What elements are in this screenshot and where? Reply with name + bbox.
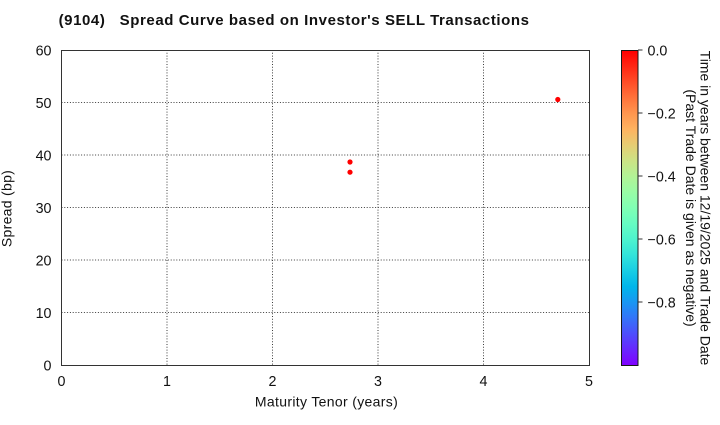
svg-text:Maturity Tenor (years): Maturity Tenor (years) xyxy=(255,394,398,410)
svg-text:10: 10 xyxy=(36,306,52,322)
svg-text:2: 2 xyxy=(269,374,277,390)
svg-text:50: 50 xyxy=(36,96,52,112)
svg-text:−0.2: −0.2 xyxy=(648,107,676,123)
svg-text:−0.4: −0.4 xyxy=(648,170,676,186)
svg-text:0.0: 0.0 xyxy=(648,44,668,60)
svg-text:5: 5 xyxy=(585,374,593,390)
svg-text:−0.6: −0.6 xyxy=(648,233,676,249)
svg-text:Spread (bp): Spread (bp) xyxy=(0,170,15,247)
svg-text:1: 1 xyxy=(163,374,171,390)
svg-text:0: 0 xyxy=(58,374,66,390)
svg-text:−0.8: −0.8 xyxy=(648,296,676,312)
svg-text:40: 40 xyxy=(36,149,52,165)
svg-text:20: 20 xyxy=(36,254,52,270)
svg-text:3: 3 xyxy=(374,374,382,390)
svg-text:Time in years between 12/19/20: Time in years between 12/19/2025 and Tra… xyxy=(698,51,714,366)
svg-text:(9104) Spread Curve based on: (9104) Spread Curve based on Investor's … xyxy=(59,12,530,29)
svg-text:30: 30 xyxy=(36,201,52,217)
svg-text:(Past Trade Date is given as n: (Past Trade Date is given as negative) xyxy=(683,89,699,326)
svg-text:0: 0 xyxy=(44,359,52,375)
svg-text:4: 4 xyxy=(480,374,488,390)
svg-text:60: 60 xyxy=(36,44,52,60)
